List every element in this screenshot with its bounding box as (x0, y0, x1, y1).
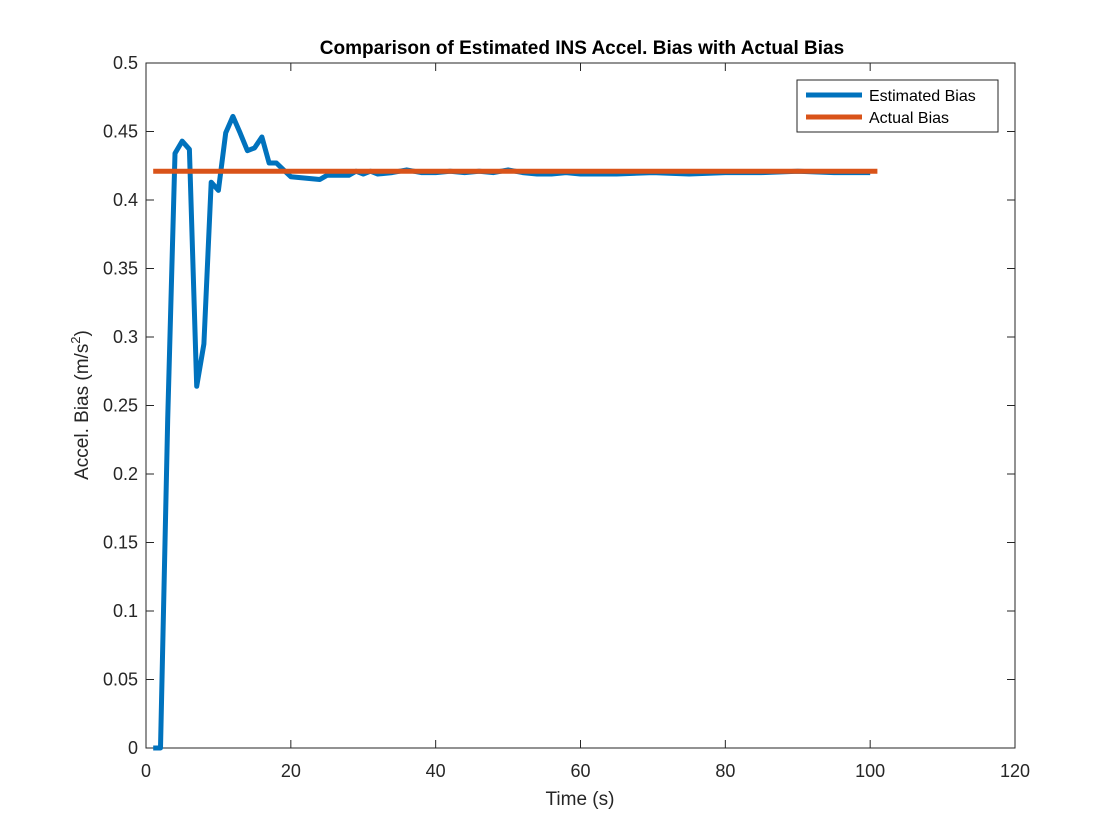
series-layer (153, 113, 878, 751)
x-tick-label: 20 (281, 761, 301, 781)
x-tick-label: 80 (715, 761, 735, 781)
y-tick-label: 0.4 (113, 190, 138, 210)
x-tick-label: 0 (141, 761, 151, 781)
x-tick-label: 60 (570, 761, 590, 781)
y-tick-label: 0.15 (103, 533, 138, 553)
y-tick-label: 0.25 (103, 396, 138, 416)
y-axis-label-main: Accel. Bias (m/s (72, 344, 93, 480)
y-axis-label: Accel. Bias (m/s2) (68, 330, 93, 480)
legend-label-actual-bias: Actual Bias (869, 110, 949, 127)
x-tick-label: 40 (426, 761, 446, 781)
legend-box (796, 79, 999, 133)
legend: Estimated Bias Actual Bias (796, 79, 999, 133)
y-tick-label: 0.5 (113, 53, 138, 73)
chart-title: Comparison of Estimated INS Accel. Bias … (320, 38, 844, 59)
y-tick-label: 0.1 (113, 601, 138, 621)
y-tick-label: 0.35 (103, 259, 138, 279)
y-tick-label: 0.05 (103, 670, 138, 690)
x-axis-label: Time (s) (546, 789, 615, 810)
y-axis-label-superscript: 2 (68, 336, 83, 343)
x-tick-label: 120 (1000, 761, 1030, 781)
y-tick-label: 0.3 (113, 327, 138, 347)
y-tick-label: 0.45 (103, 122, 138, 142)
y-axis-label-suffix: ) (72, 330, 93, 336)
axis-ticks: 0 20 40 60 80 100 120 0 0.05 0.1 0.15 0.2 0.25 0.3 0.3… (103, 53, 1030, 781)
x-tick-label: 100 (855, 761, 885, 781)
y-tick-label: 0.2 (113, 464, 138, 484)
y-tick-label: 0 (128, 738, 138, 758)
legend-label-estimated-bias: Estimated Bias (869, 88, 976, 105)
